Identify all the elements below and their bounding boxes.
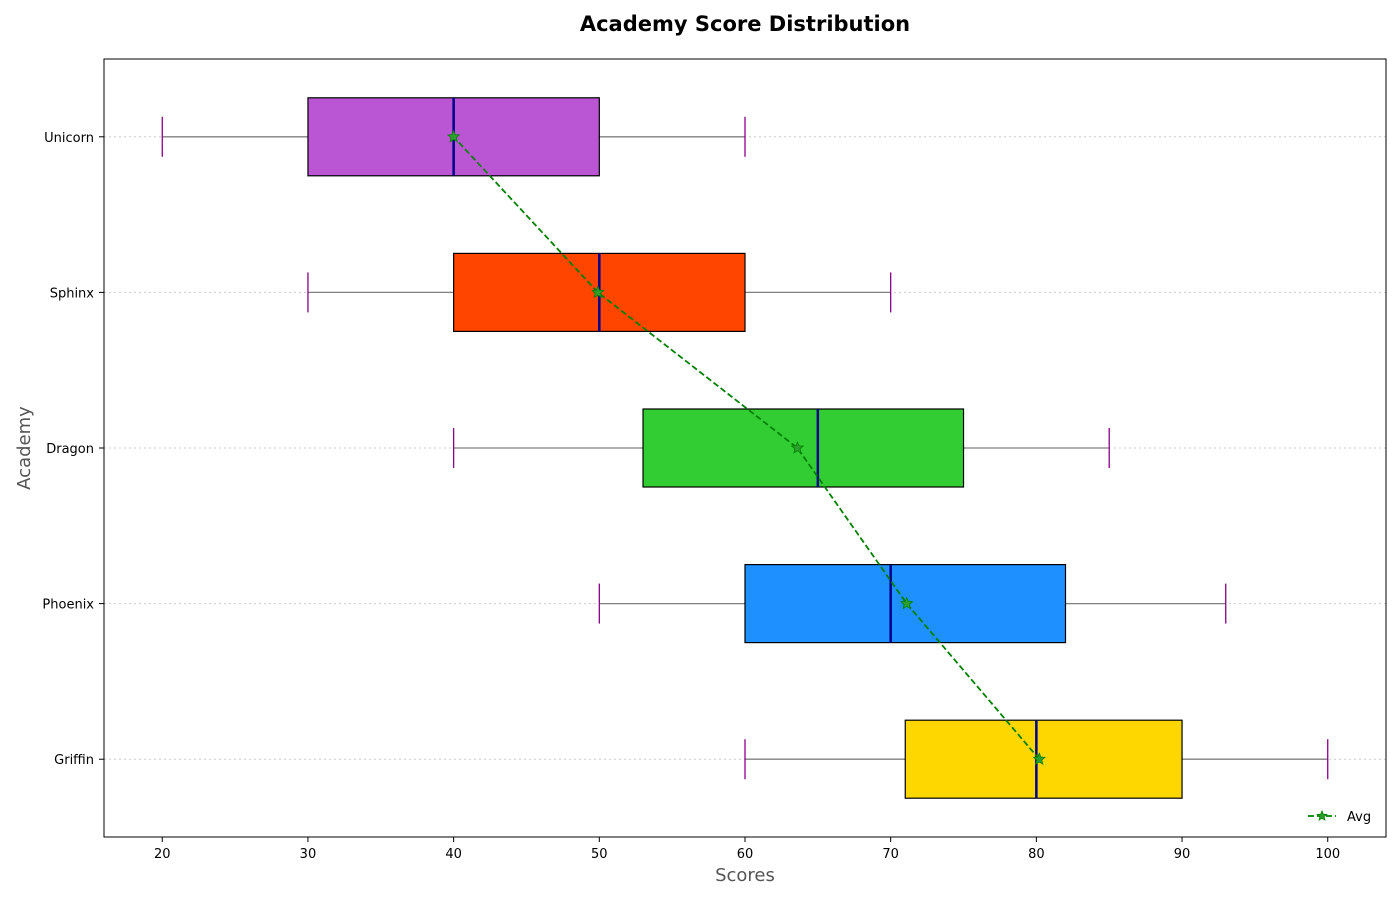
y-tick-label-griffin: Griffin [54, 753, 94, 768]
y-tick-label-phoenix: Phoenix [42, 598, 94, 613]
chart-title: Academy Score Distribution [580, 12, 910, 36]
x-tick-label: 40 [445, 847, 462, 862]
avg-point-phoenix [900, 596, 914, 610]
axes-layer: 20 30 40 50 60 70 80 90 100 Griffin Phoenix Dragon S… [42, 58, 1387, 862]
x-tick-label: 70 [882, 847, 899, 862]
x-tick-label: 100 [1315, 847, 1340, 862]
y-tick-label-unicorn: Unicorn [44, 131, 94, 146]
x-tick-label: 20 [154, 847, 171, 862]
x-tick-label: 50 [591, 847, 608, 862]
y-tick-label-dragon: Dragon [46, 442, 94, 457]
x-axis-label: Scores [715, 865, 775, 886]
avg-point-dragon [790, 440, 805, 454]
x-tick-label: 60 [737, 847, 754, 862]
avg-point-sphinx [591, 285, 605, 299]
legend: Avg [1308, 809, 1371, 825]
avg-line-layer [446, 129, 1047, 765]
box-griffin [904, 719, 1183, 799]
y-axis-label: Academy [14, 406, 35, 490]
box-dragon [642, 408, 965, 488]
x-tick-label: 80 [1028, 847, 1045, 862]
avg-point-unicorn [446, 129, 461, 143]
box-layer [161, 97, 1329, 799]
x-tick-label: 90 [1174, 847, 1191, 862]
legend-avg-label: Avg [1347, 810, 1371, 825]
y-tick-label-sphinx: Sphinx [50, 286, 95, 301]
avg-line [452, 136, 1040, 760]
legend-avg-marker [1316, 809, 1328, 821]
x-tick-label: 30 [300, 847, 317, 862]
avg-point-griffin [1032, 752, 1047, 765]
